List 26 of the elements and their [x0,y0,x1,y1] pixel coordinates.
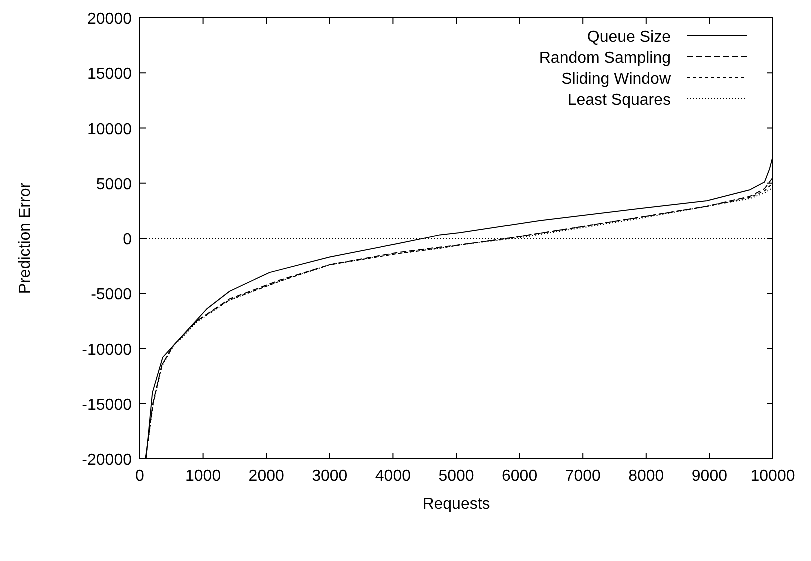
x-tick-label: 6000 [502,468,538,485]
legend-label: Random Sampling [539,50,671,67]
y-tick-label: -20000 [82,452,132,469]
y-tick-label: 10000 [88,121,132,138]
y-tick-label: 15000 [88,66,132,84]
x-axis-title: Requests [422,496,490,513]
y-tick-label: -5000 [91,286,132,304]
legend-label: Queue Size [587,29,672,46]
x-tick-label: 9000 [692,468,728,485]
y-tick-label: 5000 [96,176,132,194]
x-tick-label: 2000 [248,468,284,485]
y-tick-label: 20000 [88,11,132,28]
x-tick-label: 10000 [750,468,796,485]
x-tick-label: 1000 [186,468,222,485]
x-tick-label: 4000 [375,468,412,485]
x-tick-label: 3000 [312,468,348,485]
y-axis-title: Prediction Error [17,182,34,294]
x-tick-label: 7000 [565,468,601,485]
legend-label: Least Squares [568,92,671,109]
legend-label: Sliding Window [562,71,672,88]
y-tick-label: -10000 [82,342,132,359]
y-tick-label: -15000 [82,396,132,414]
y-tick-label: 0 [123,232,132,248]
x-tick-label: 8000 [628,468,664,485]
x-tick-label: 0 [136,468,145,485]
x-tick-label: 5000 [438,468,474,485]
